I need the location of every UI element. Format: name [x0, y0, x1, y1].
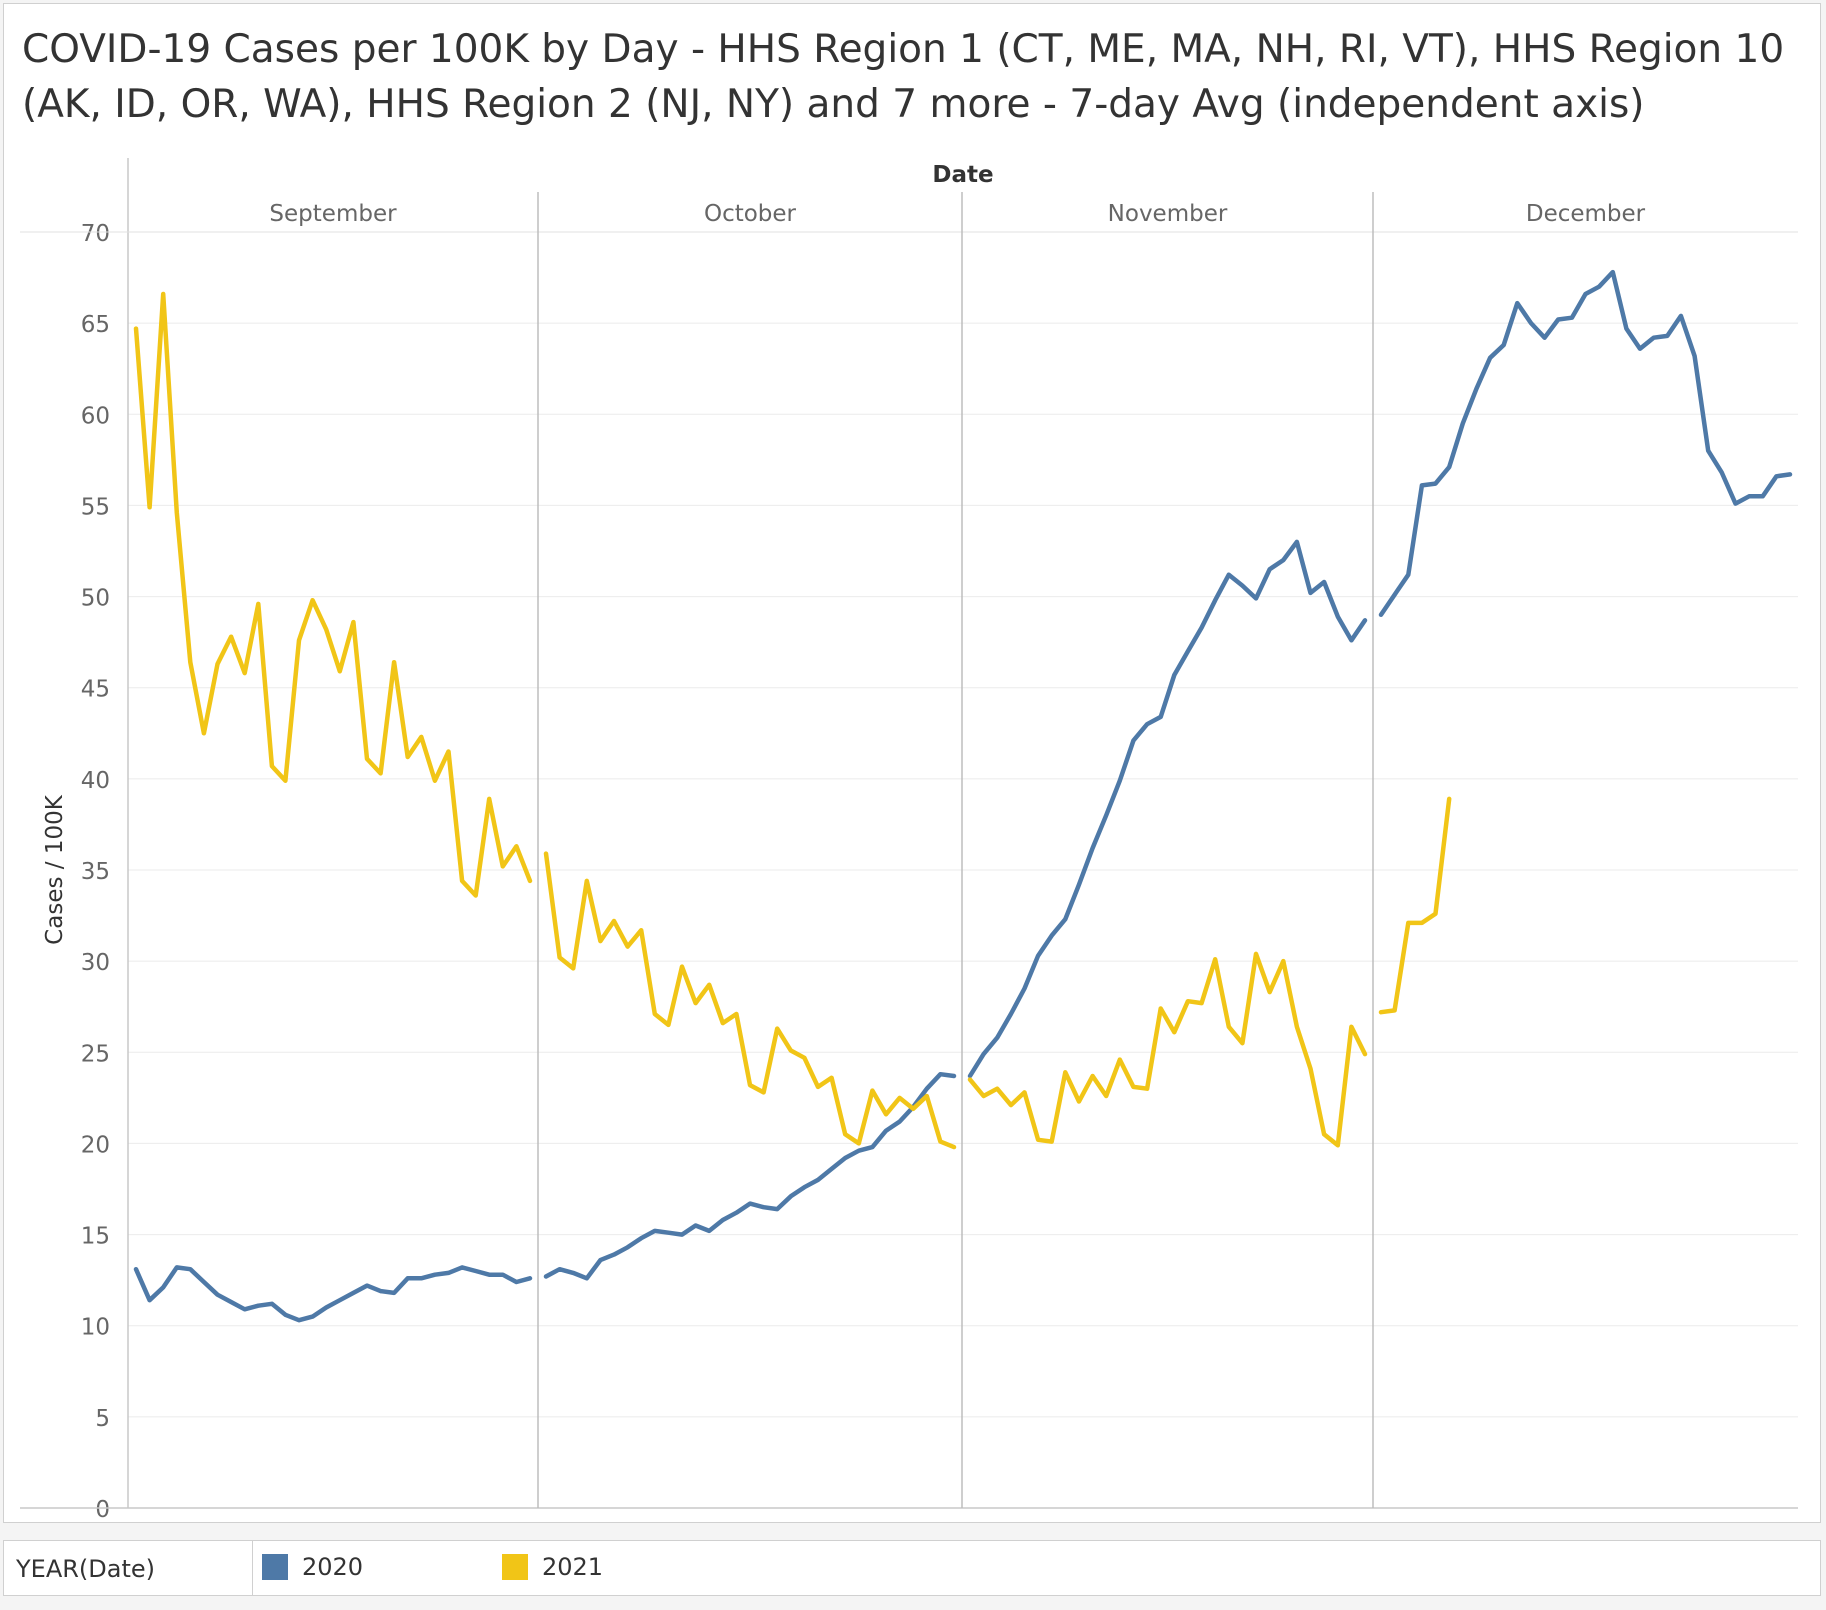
- month-header-december: December: [1526, 201, 1646, 227]
- y-tick-label-5: 5: [95, 1406, 110, 1432]
- legend: YEAR(Date) 2020 2021: [3, 1540, 1821, 1596]
- legend-title: YEAR(Date): [16, 1555, 156, 1583]
- y-tick-label-20: 20: [81, 1132, 110, 1158]
- legend-label-2020: 2020: [302, 1553, 364, 1581]
- chart-title: COVID-19 Cases per 100K by Day - HHS Reg…: [22, 27, 1785, 127]
- series-lines: [133, 269, 1793, 1323]
- series-line-2020-october: [543, 1071, 957, 1281]
- series-line-2021-september: [133, 291, 533, 898]
- x-axis-title: Date: [932, 162, 993, 188]
- y-tick-label-40: 40: [81, 768, 110, 794]
- y-tick-label-70: 70: [81, 221, 110, 247]
- y-tick-label-45: 45: [81, 677, 110, 703]
- y-tick-label-30: 30: [81, 950, 110, 976]
- series-line-2020-december: [1378, 269, 1793, 618]
- y-tick-label-35: 35: [81, 859, 110, 885]
- series-line-2020-september: [133, 1265, 533, 1323]
- legend-label-2021: 2021: [542, 1553, 604, 1581]
- y-axis-title: Cases / 100K: [42, 794, 68, 945]
- y-tick-label-65: 65: [81, 312, 110, 338]
- series-line-2021-november: [967, 951, 1368, 1148]
- viz-frame: [3, 3, 1821, 1523]
- y-tick-label-50: 50: [81, 586, 110, 612]
- y-tick-label-15: 15: [81, 1224, 110, 1250]
- y-tick-label-60: 60: [81, 403, 110, 429]
- legend-swatch-2021: [502, 1554, 528, 1580]
- legend-divider: [252, 1541, 253, 1595]
- series-line-2020-november: [967, 539, 1368, 1079]
- month-header-november: November: [1108, 201, 1228, 227]
- series-line-2021-december: [1378, 796, 1452, 1015]
- line-chart: 0 5 10 15 20 25 30 35 40 45 50 55 60 65 70 September Oct…: [20, 158, 1798, 1523]
- y-tick-label-0: 0: [95, 1497, 110, 1523]
- y-tick-label-25: 25: [81, 1041, 110, 1067]
- series-line-2021-october: [543, 851, 957, 1150]
- legend-swatch-2020: [262, 1554, 288, 1580]
- month-header-october: October: [704, 201, 797, 227]
- axes: 0 5 10 15 20 25 30 35 40 45 50 55 60 65 70 September Oct…: [20, 158, 1798, 1523]
- month-header-september: September: [269, 201, 397, 227]
- legend-item-2021[interactable]: 2021: [502, 1552, 603, 1582]
- legend-item-2020[interactable]: 2020: [262, 1552, 363, 1582]
- y-tick-label-10: 10: [81, 1315, 110, 1341]
- y-tick-label-55: 55: [81, 494, 110, 520]
- gridlines: [128, 231, 1798, 1509]
